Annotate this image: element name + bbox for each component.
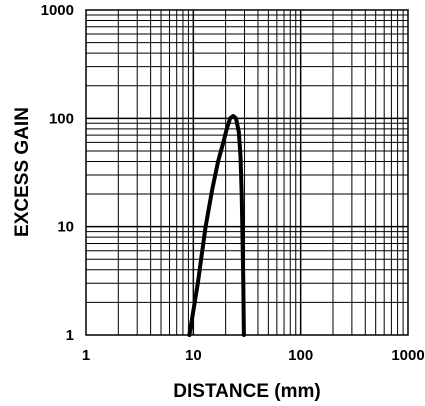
x-tick-label: 1 xyxy=(82,347,90,364)
y-tick-label: 1000 xyxy=(41,2,74,19)
y-tick-labels: 1 10 100 1000 xyxy=(41,2,74,344)
y-tick-label: 100 xyxy=(49,110,74,127)
y-axis-label: EXCESS GAIN xyxy=(12,107,33,237)
y-tick-label: 10 xyxy=(57,219,74,236)
plot-area xyxy=(86,10,408,335)
x-tick-label: 10 xyxy=(185,347,202,364)
x-tick-label: 100 xyxy=(288,347,313,364)
x-axis-label: DISTANCE (mm) xyxy=(173,381,320,402)
grid-lines xyxy=(86,10,408,335)
excess-gain-curve xyxy=(187,114,246,337)
y-tick-label: 1 xyxy=(66,327,74,344)
plot-frame xyxy=(85,9,409,336)
series-group xyxy=(187,114,246,337)
x-tick-label: 1000 xyxy=(391,347,424,364)
x-tick-labels: 1 10 100 1000 xyxy=(82,347,425,364)
